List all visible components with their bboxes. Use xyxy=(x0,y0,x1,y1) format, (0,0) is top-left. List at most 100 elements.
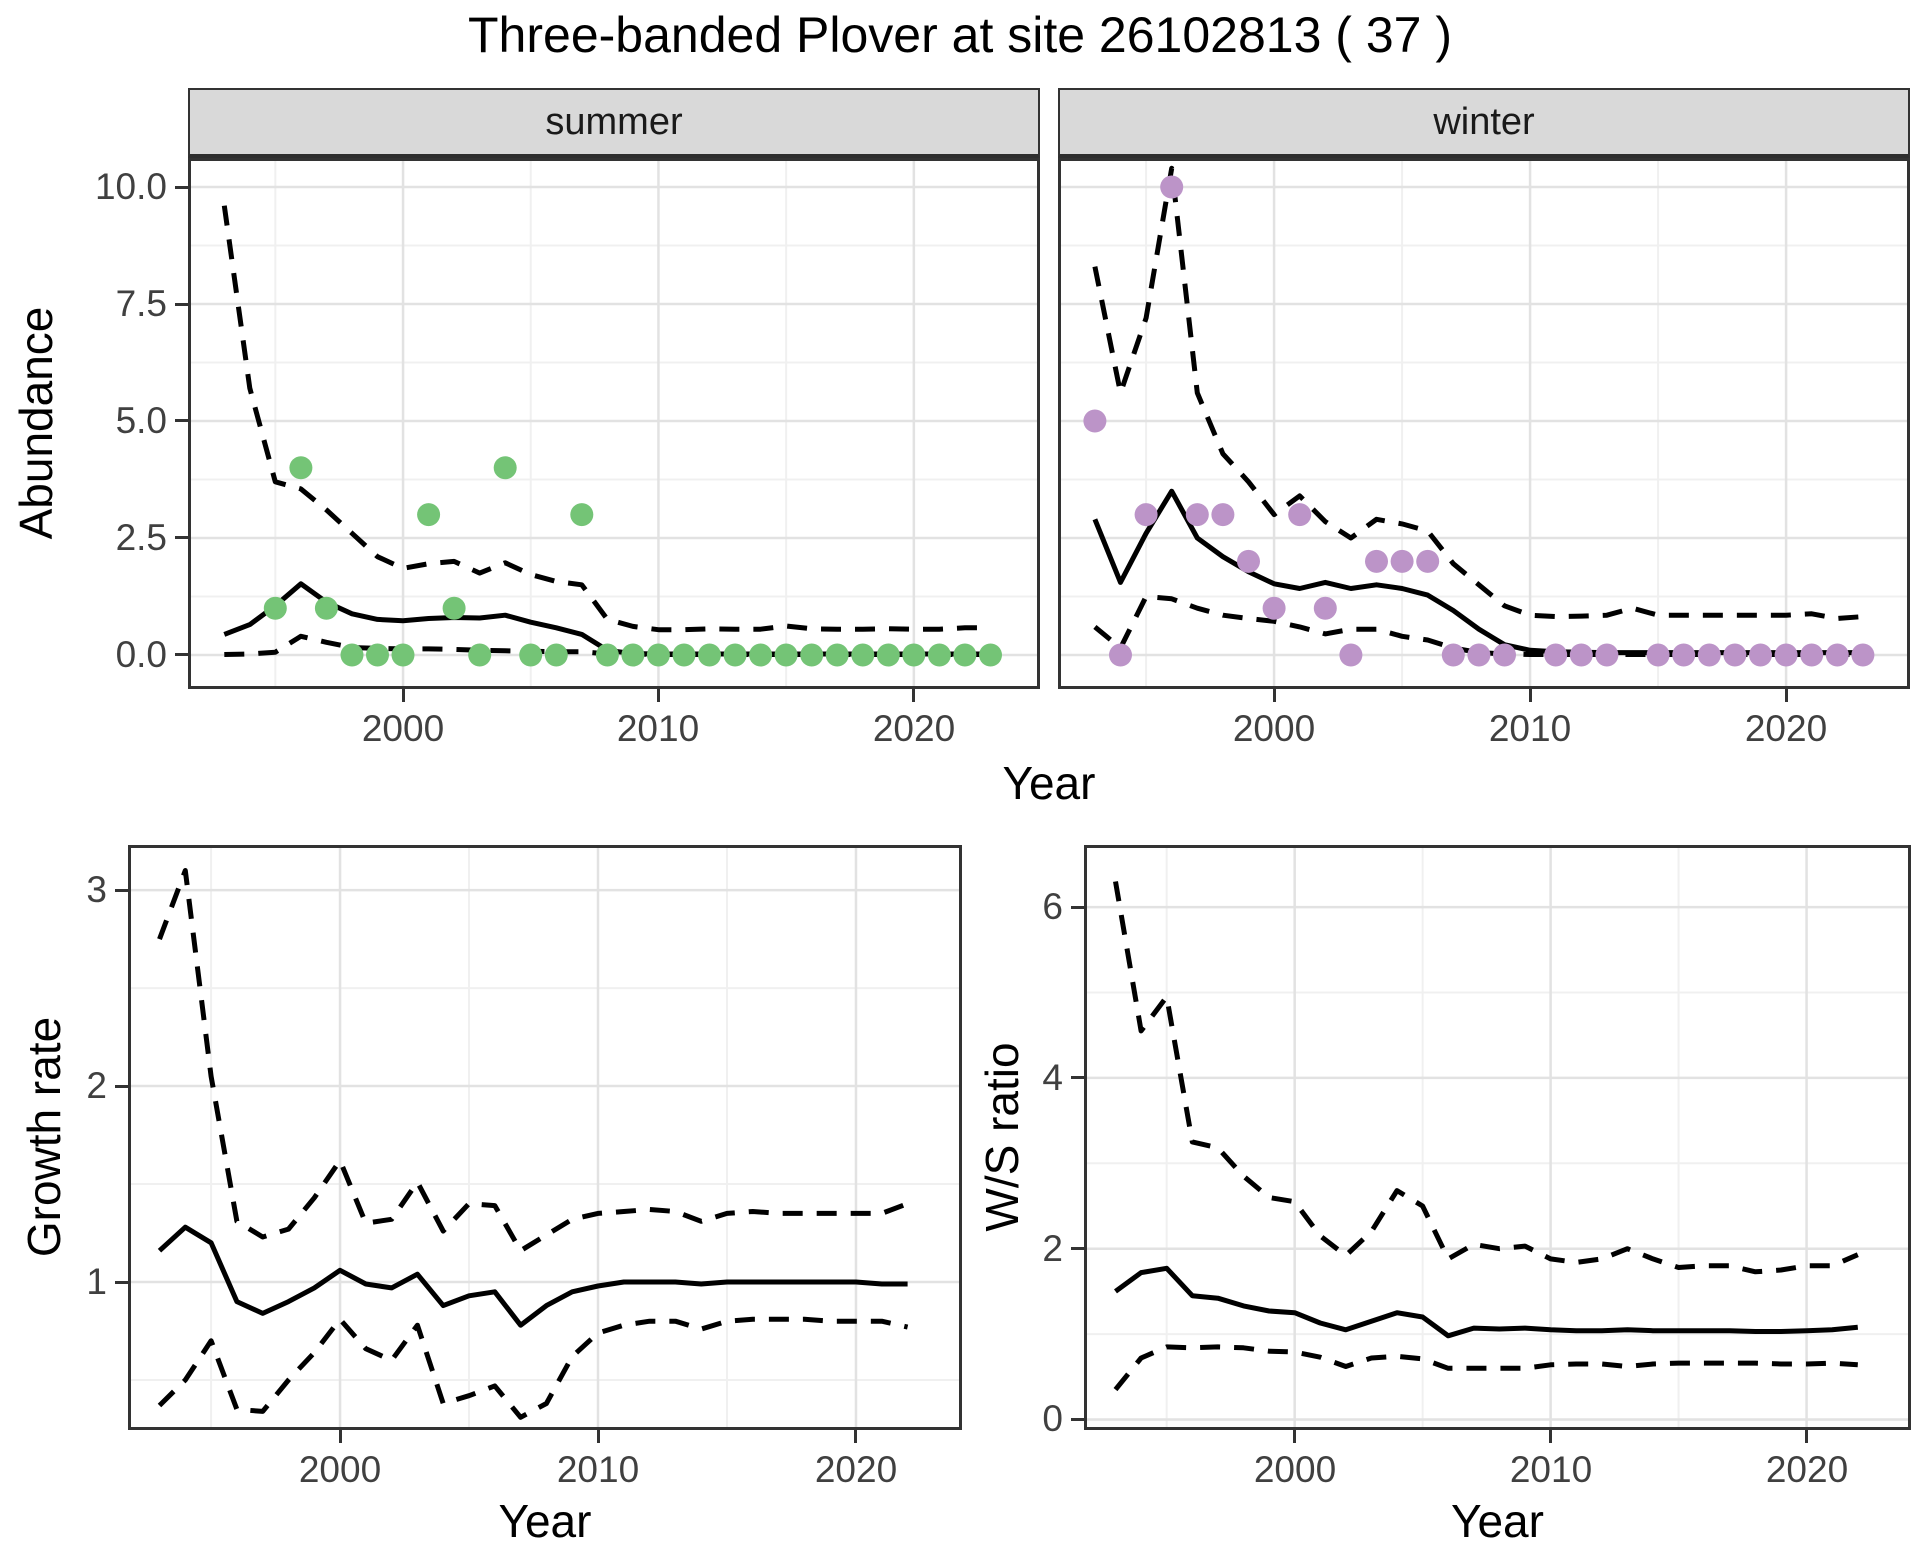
summer-observation-point xyxy=(391,643,415,667)
y-tick-mark xyxy=(175,536,188,539)
winter-observation-point xyxy=(1749,643,1772,667)
winter-observation-point xyxy=(1467,643,1491,667)
growth-upper-ci-line xyxy=(157,868,909,1254)
y-tick-mark xyxy=(175,419,188,422)
x-tick-label: 2010 xyxy=(556,1449,640,1490)
x-tick-label: 2000 xyxy=(361,708,445,749)
y-tick-label: 3 xyxy=(86,869,107,910)
summer-observation-point xyxy=(698,643,721,667)
summer-observation-point xyxy=(621,643,645,667)
winter-observation-point xyxy=(1313,596,1337,620)
x-tick-mark xyxy=(339,1430,342,1443)
y-axis-title-growth-rate: Growth rate xyxy=(18,1016,70,1258)
y-tick-label: 2 xyxy=(86,1065,107,1106)
x-tick-mark xyxy=(402,689,405,702)
winter-observation-point xyxy=(1825,643,1849,667)
winter-observation-point xyxy=(1697,643,1721,667)
y-tick-label: 6 xyxy=(1042,886,1063,927)
summer-observation-point xyxy=(927,643,951,667)
x-tick-label: 2010 xyxy=(1488,708,1572,749)
summer-observation-point xyxy=(851,643,875,667)
ws-fit-line xyxy=(1114,1265,1859,1339)
winter-observation-point xyxy=(1262,596,1286,620)
summer-observation-point xyxy=(417,503,441,527)
x-axis-title-year-top: Year xyxy=(1002,757,1096,809)
summer-observation-point xyxy=(340,643,364,667)
summer-observation-point xyxy=(672,643,696,667)
summer-observation-point xyxy=(953,643,977,667)
winter-fit-line xyxy=(1092,488,1863,656)
y-tick-label: 7.5 xyxy=(115,283,167,324)
summer-observation-point xyxy=(800,643,824,667)
summer-upper-ci-line xyxy=(221,205,991,633)
winter-observation-point xyxy=(1800,643,1824,667)
winter-observation-point xyxy=(1774,643,1798,667)
y-tick-mark xyxy=(175,186,188,189)
panel-border xyxy=(188,158,1040,689)
facet-strip-winter: winter xyxy=(1058,88,1910,158)
chart-title: Three-banded Plover at site 26102813 ( 3… xyxy=(468,7,1452,63)
x-tick-mark xyxy=(1549,1430,1552,1443)
x-tick-mark xyxy=(657,689,660,702)
winter-observation-point xyxy=(1083,409,1107,433)
x-tick-mark xyxy=(597,1430,600,1443)
winter-observation-point xyxy=(1851,643,1875,667)
summer-observation-point xyxy=(902,643,926,667)
y-tick-label: 2 xyxy=(1042,1228,1063,1269)
y-tick-mark xyxy=(175,653,188,656)
x-axis-title-year-ws: Year xyxy=(1451,1495,1544,1547)
y-tick-label: 4 xyxy=(1042,1057,1063,1098)
y-tick-mark xyxy=(1071,1418,1084,1421)
summer-observation-point xyxy=(263,596,287,620)
y-tick-label: 1 xyxy=(86,1261,107,1302)
summer-observation-point xyxy=(468,643,492,667)
x-tick-label: 2000 xyxy=(1232,708,1316,749)
ws-ratio-panel xyxy=(1084,845,1911,1430)
x-tick-mark xyxy=(912,689,915,702)
x-tick-label: 2000 xyxy=(1253,1449,1337,1490)
winter-observation-point xyxy=(1646,643,1670,667)
summer-observation-point xyxy=(979,643,1002,667)
summer-observation-point xyxy=(646,643,670,667)
winter-observation-point xyxy=(1185,503,1209,527)
summer-observation-point xyxy=(774,643,798,667)
y-tick-mark xyxy=(115,1085,128,1088)
summer-observation-point xyxy=(544,643,568,667)
summer-observation-point xyxy=(723,643,747,667)
ws-lower-ci-line xyxy=(1113,1344,1858,1392)
panel-border xyxy=(1058,158,1910,689)
x-tick-mark xyxy=(1273,689,1276,702)
y-tick-mark xyxy=(1071,1076,1084,1079)
x-tick-mark xyxy=(1785,689,1788,702)
y-tick-label: 5.0 xyxy=(115,400,167,441)
x-tick-label: 2020 xyxy=(872,708,956,749)
winter-upper-ci-line xyxy=(1092,165,1864,621)
summer-abundance-panel xyxy=(188,158,1040,689)
winter-observation-point xyxy=(1365,549,1388,573)
winter-abundance-panel xyxy=(1058,158,1910,689)
summer-observation-point xyxy=(366,643,389,667)
panel-border xyxy=(1084,845,1911,1430)
x-tick-label: 2010 xyxy=(1509,1449,1593,1490)
winter-observation-point xyxy=(1237,549,1260,573)
summer-observation-point xyxy=(289,456,313,480)
summer-observation-point xyxy=(519,643,543,667)
winter-observation-point xyxy=(1595,643,1619,667)
y-tick-label: 0 xyxy=(1042,1398,1063,1439)
x-tick-mark xyxy=(1805,1430,1808,1443)
summer-observation-point xyxy=(493,456,517,480)
y-tick-label: 10.0 xyxy=(94,166,167,207)
y-tick-mark xyxy=(115,889,128,892)
x-tick-label: 2000 xyxy=(298,1449,382,1490)
x-tick-label: 2020 xyxy=(1765,1449,1849,1490)
y-tick-mark xyxy=(115,1281,128,1284)
panel-border xyxy=(128,845,962,1430)
x-tick-mark xyxy=(1529,689,1532,702)
growth-rate-panel xyxy=(128,845,962,1430)
y-tick-mark xyxy=(1071,1247,1084,1250)
y-tick-mark xyxy=(1071,906,1084,909)
x-tick-mark xyxy=(854,1430,857,1443)
winter-observation-point xyxy=(1339,643,1363,667)
y-tick-label: 0.0 xyxy=(115,634,167,675)
